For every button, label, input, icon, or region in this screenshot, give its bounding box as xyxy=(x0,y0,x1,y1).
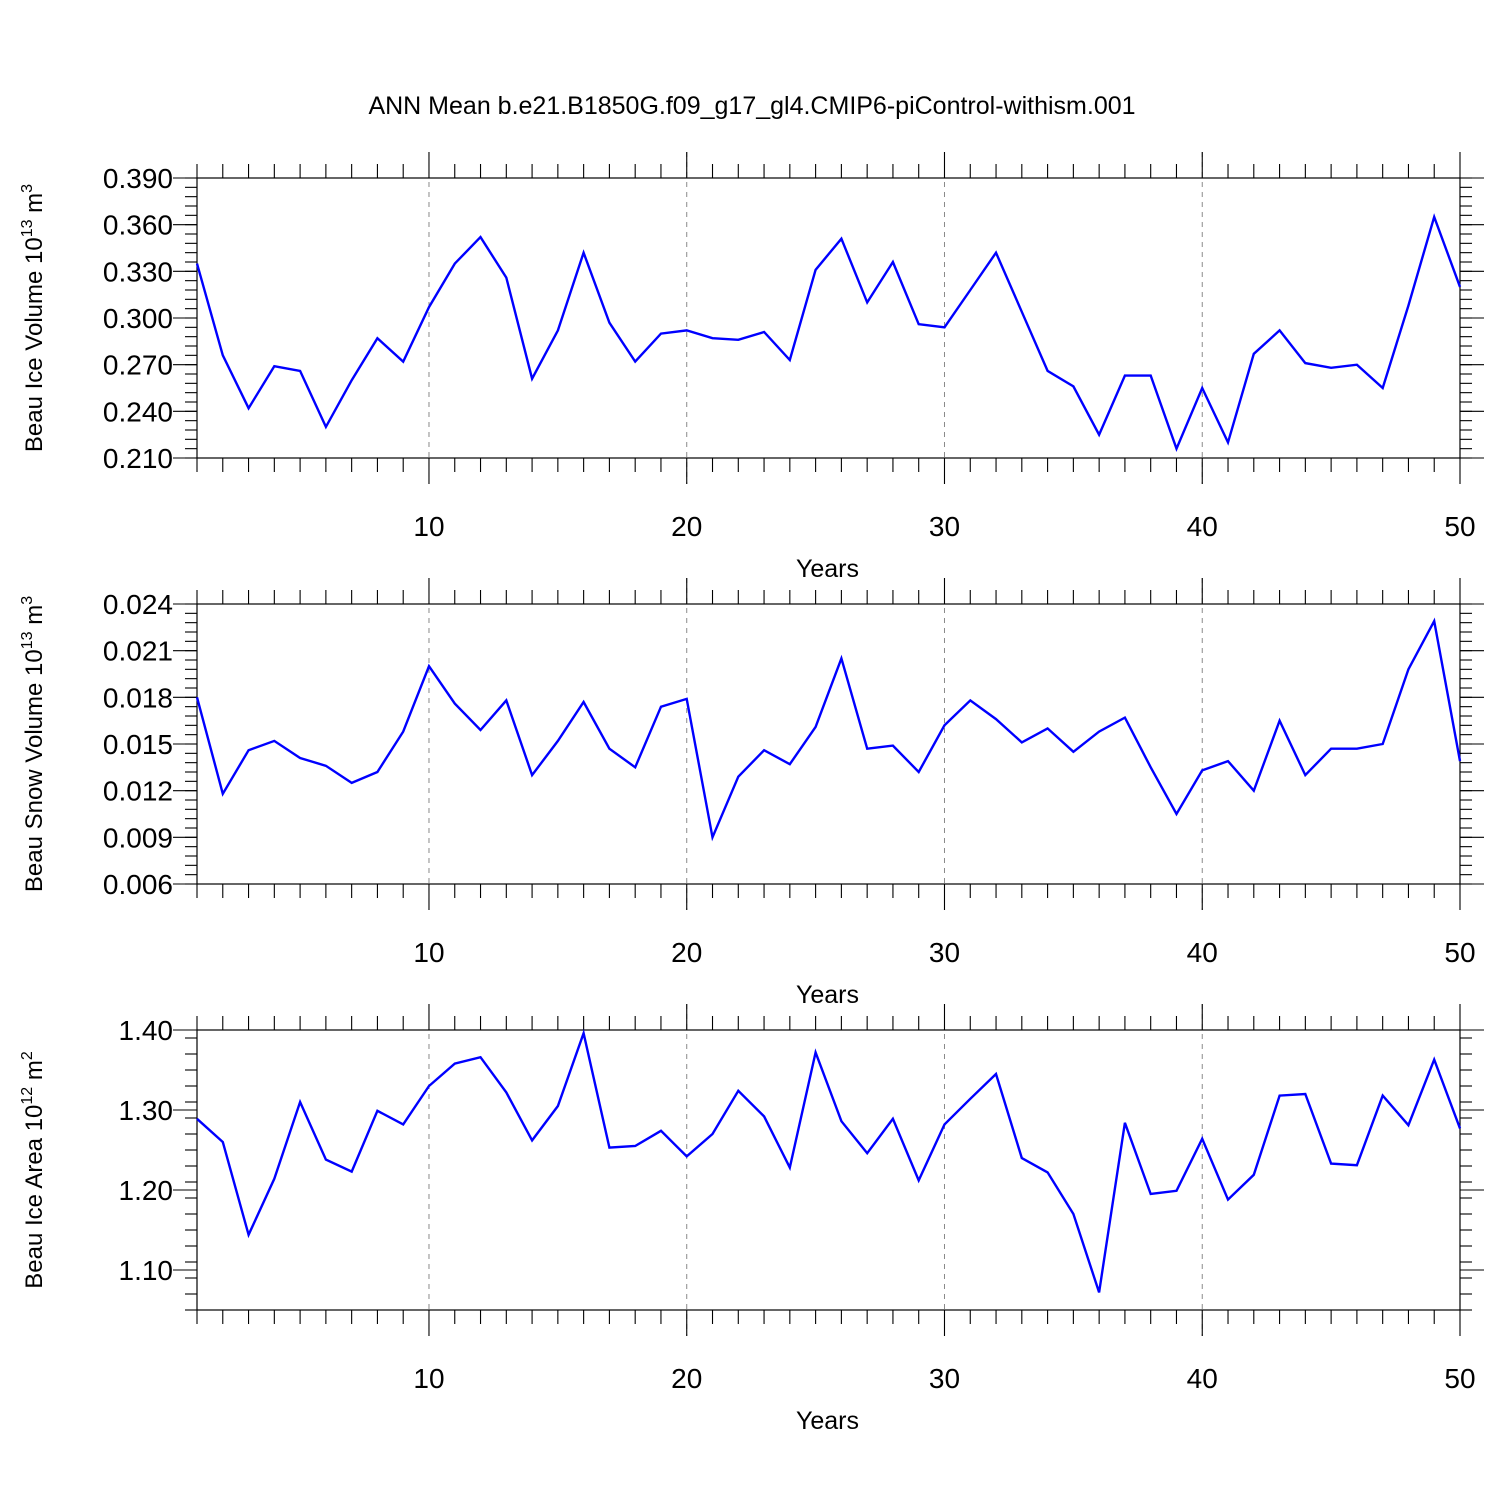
x-tick-label: 40 xyxy=(1187,511,1218,542)
series-line xyxy=(195,213,1462,453)
y-tick-label: 1.20 xyxy=(119,1175,174,1206)
x-tick-label: 50 xyxy=(1444,1363,1475,1394)
x-tick-label: 30 xyxy=(929,1363,960,1394)
y-tick-label: 0.018 xyxy=(103,682,173,713)
x-tick-label: 10 xyxy=(413,1363,444,1394)
y-tick-label: 0.360 xyxy=(103,210,173,241)
x-tick-label: 30 xyxy=(929,511,960,542)
y-tick-label: 0.024 xyxy=(103,589,173,620)
x-tick-label: 50 xyxy=(1444,937,1475,968)
x-tick-label: 40 xyxy=(1187,937,1218,968)
plot-frame xyxy=(196,1029,1461,1311)
panel-2: 0.006 0.009 0.012 0.015 0.018 0.021 0.024 10 20 3… xyxy=(19,578,1484,1009)
y-tick-label: 1.30 xyxy=(119,1095,174,1126)
panels: 0.210 0.240 0.270 0.300 0.330 0.360 0.390 10 20 3… xyxy=(19,152,1484,1435)
y-axis-label: Beau Ice Area 1012 m2 xyxy=(19,1051,48,1289)
y-tick-label: 0.012 xyxy=(103,776,173,807)
x-axis-label: Years xyxy=(796,1407,859,1435)
panel-3: 1.10 1.20 1.30 1.40 10 20 30 40 50 Years Beau Ice … xyxy=(19,1004,1484,1435)
chart-title: ANN Mean b.e21.B1850G.f09_g17_gl4.CMIP6-… xyxy=(368,92,1135,120)
y-tick-label: 0.021 xyxy=(103,636,173,667)
x-tick-label: 40 xyxy=(1187,1363,1218,1394)
y-tick-label: 0.210 xyxy=(103,443,173,474)
x-tick-label: 20 xyxy=(671,937,702,968)
panel-1: 0.210 0.240 0.270 0.300 0.330 0.360 0.390 10 20 3… xyxy=(19,152,1484,583)
y-tick-label: 0.300 xyxy=(103,303,173,334)
x-tick-label: 10 xyxy=(413,511,444,542)
x-tick-label: 30 xyxy=(929,937,960,968)
y-tick-label: 0.270 xyxy=(103,350,173,381)
y-tick-label: 0.006 xyxy=(103,869,173,900)
x-tick-label: 50 xyxy=(1444,511,1475,542)
y-axis-label: Beau Snow Volume 1013 m3 xyxy=(19,596,48,892)
x-tick-label: 20 xyxy=(671,1363,702,1394)
x-tick-label: 10 xyxy=(413,937,444,968)
series-line xyxy=(196,1028,1462,1293)
y-axis-label: Beau Ice Volume 1013 m3 xyxy=(19,184,48,452)
series-line xyxy=(195,617,1462,842)
y-tick-label: 0.330 xyxy=(103,256,173,287)
y-tick-label: 1.40 xyxy=(119,1015,174,1046)
plot-frame xyxy=(196,177,1461,459)
x-axis-label: Years xyxy=(796,981,859,1009)
y-tick-label: 1.10 xyxy=(119,1255,174,1286)
y-tick-label: 0.390 xyxy=(103,163,173,194)
y-tick-label: 0.009 xyxy=(103,822,173,853)
x-axis-label: Years xyxy=(796,555,859,583)
y-tick-label: 0.015 xyxy=(103,729,173,760)
x-tick-label: 20 xyxy=(671,511,702,542)
y-tick-label: 0.240 xyxy=(103,396,173,427)
